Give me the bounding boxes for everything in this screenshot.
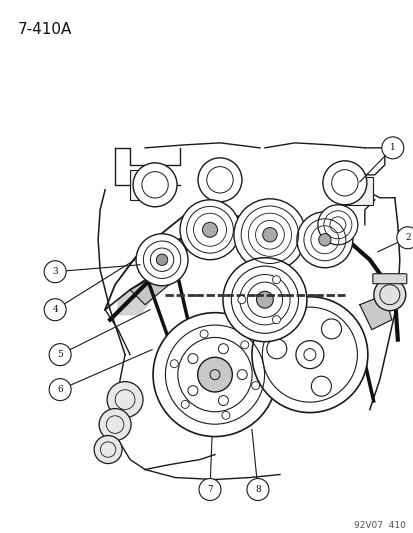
Circle shape [221, 411, 229, 419]
Circle shape [99, 409, 131, 441]
Circle shape [311, 376, 330, 396]
Text: 8: 8 [254, 485, 260, 494]
Circle shape [396, 227, 413, 249]
Circle shape [44, 261, 66, 282]
Text: 2: 2 [404, 233, 410, 243]
Bar [337, 177, 372, 205]
Text: 3: 3 [52, 267, 58, 276]
Circle shape [381, 137, 403, 159]
Circle shape [373, 279, 405, 311]
Polygon shape [118, 285, 155, 314]
Circle shape [321, 319, 341, 339]
Circle shape [170, 360, 178, 368]
Circle shape [188, 386, 197, 395]
Circle shape [317, 205, 357, 245]
Circle shape [252, 297, 367, 413]
Text: 92V07  410: 92V07 410 [353, 521, 405, 530]
Circle shape [133, 163, 177, 207]
Circle shape [202, 222, 217, 237]
Circle shape [322, 161, 366, 205]
Polygon shape [175, 345, 224, 379]
Circle shape [107, 382, 143, 417]
Circle shape [223, 258, 306, 342]
Circle shape [199, 479, 221, 500]
Circle shape [49, 378, 71, 401]
Circle shape [318, 233, 330, 246]
Circle shape [240, 341, 248, 349]
Circle shape [272, 276, 280, 284]
Circle shape [180, 200, 240, 260]
Circle shape [247, 479, 268, 500]
Polygon shape [130, 255, 185, 305]
Text: 5: 5 [57, 350, 63, 359]
FancyBboxPatch shape [372, 274, 406, 284]
Text: 7-410A: 7-410A [18, 22, 72, 37]
Circle shape [197, 357, 232, 392]
Bar [130, 170, 168, 200]
Circle shape [94, 435, 122, 464]
Circle shape [237, 296, 245, 304]
Text: 7: 7 [206, 485, 212, 494]
Circle shape [262, 228, 276, 242]
Circle shape [197, 158, 241, 202]
Text: 6: 6 [57, 385, 63, 394]
Circle shape [136, 234, 188, 286]
Circle shape [237, 369, 247, 379]
Circle shape [218, 395, 228, 406]
Polygon shape [359, 295, 391, 330]
Circle shape [181, 400, 189, 408]
Circle shape [44, 298, 66, 321]
Text: 1: 1 [389, 143, 395, 152]
Circle shape [188, 353, 197, 364]
Circle shape [272, 316, 280, 324]
Circle shape [199, 330, 208, 338]
Circle shape [218, 344, 228, 354]
Circle shape [295, 341, 323, 369]
Circle shape [251, 382, 259, 390]
Circle shape [256, 292, 273, 308]
Circle shape [233, 199, 305, 271]
Circle shape [266, 339, 286, 359]
Circle shape [156, 254, 167, 265]
Circle shape [49, 344, 71, 366]
Text: 4: 4 [52, 305, 58, 314]
Circle shape [153, 313, 276, 437]
Circle shape [296, 212, 352, 268]
